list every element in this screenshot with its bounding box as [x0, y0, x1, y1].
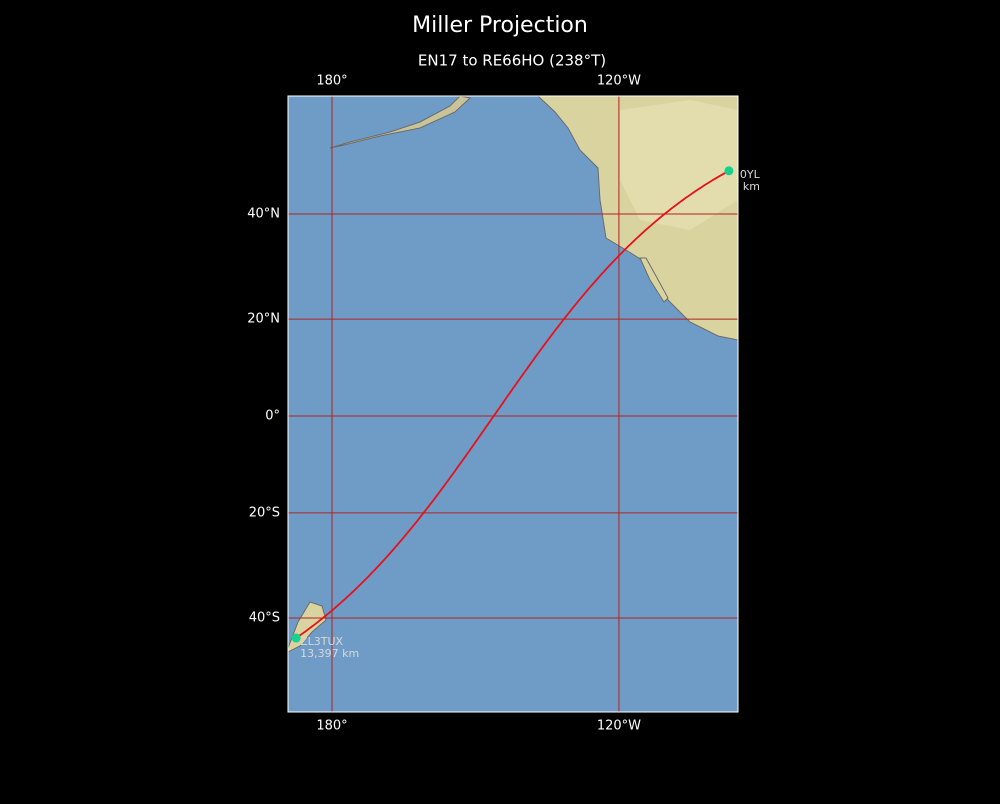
station-distance: 13,397 km — [300, 647, 359, 660]
y-tick-label: 40°S — [249, 610, 280, 625]
great-circle-path — [295, 170, 730, 639]
aleutians — [329, 96, 472, 149]
station-distance: km — [743, 180, 760, 193]
station-marker — [291, 633, 301, 643]
title: Miller Projection — [412, 13, 588, 38]
x-tick-label-top: 180° — [316, 74, 347, 89]
map-frame — [287, 95, 739, 713]
x-tick-label-bottom: 120°W — [597, 719, 641, 734]
y-tick-label: 40°N — [247, 206, 280, 221]
subtitle: EN17 to RE66HO (238°T) — [418, 52, 606, 70]
station-label: ZL3TUX — [300, 635, 343, 648]
station-marker — [724, 166, 734, 176]
station-label: 0YL — [740, 168, 761, 181]
basemap — [288, 96, 738, 712]
plains — [620, 100, 738, 230]
y-tick-label: 20°N — [247, 312, 280, 327]
x-tick-label-top: 120°W — [597, 74, 641, 89]
y-tick-label: 20°S — [249, 505, 280, 520]
y-tick-label: 0° — [265, 408, 280, 423]
x-tick-label-bottom: 180° — [316, 719, 347, 734]
baja — [639, 257, 669, 303]
